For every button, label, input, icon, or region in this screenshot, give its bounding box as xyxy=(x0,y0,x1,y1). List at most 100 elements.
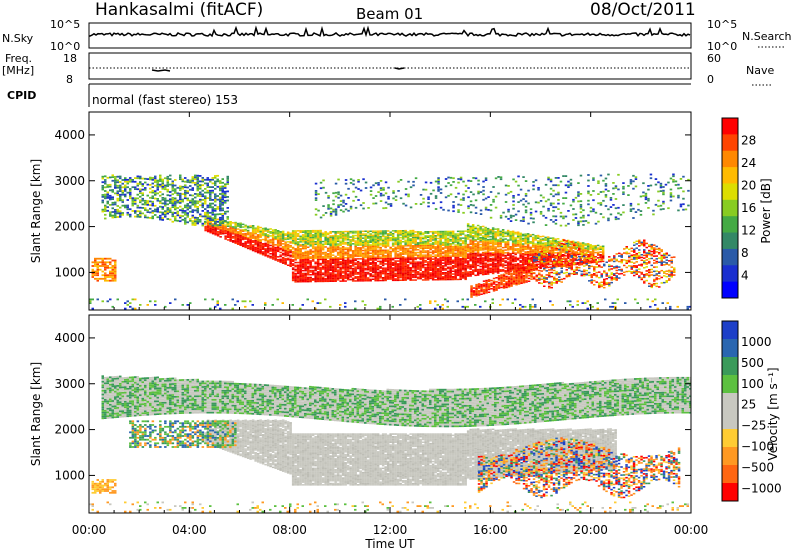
heatmap-cell xyxy=(296,252,300,254)
heatmap-cell xyxy=(364,252,367,254)
heatmap-cell xyxy=(554,222,558,225)
heatmap-cell xyxy=(304,234,307,236)
heatmap-cell xyxy=(289,261,292,263)
heatmap-cell xyxy=(526,252,530,254)
heatmap-cell xyxy=(389,270,392,272)
heatmap-cell xyxy=(364,236,367,238)
heatmap-cell xyxy=(359,278,362,281)
heatmap-cell xyxy=(452,206,455,209)
heatmap-cell xyxy=(359,240,362,242)
heatmap-cell xyxy=(439,267,442,270)
heatmap-cell xyxy=(476,274,480,276)
heatmap-cell xyxy=(146,202,149,204)
heatmap-cell xyxy=(221,231,225,234)
heatmap-cell xyxy=(362,202,365,204)
heatmap-cell xyxy=(359,234,362,237)
heatmap-cell xyxy=(281,237,285,240)
heatmap-cell xyxy=(534,244,537,247)
heatmap-cell xyxy=(499,234,502,237)
heatmap-cell xyxy=(554,219,558,221)
heatmap-cell xyxy=(389,231,392,233)
heatmap-cell xyxy=(601,248,605,250)
heatmap-cell xyxy=(491,235,495,238)
heatmap-cell xyxy=(524,258,527,260)
heatmap-cell xyxy=(444,234,447,237)
heatmap-cell xyxy=(432,189,435,192)
heatmap-cell xyxy=(321,273,325,276)
heatmap-cell xyxy=(164,186,167,189)
heatmap-cell xyxy=(346,230,350,233)
heatmap-cell xyxy=(161,178,164,181)
heatmap-cell xyxy=(284,242,287,245)
heatmap-cell xyxy=(414,239,417,241)
heatmap-cell xyxy=(446,233,450,235)
heatmap-cell xyxy=(461,247,465,249)
heatmap-cell xyxy=(271,236,275,238)
heatmap-cell xyxy=(459,249,462,252)
heatmap-cell xyxy=(354,244,357,246)
heatmap-cell xyxy=(579,250,582,253)
heatmap-cell xyxy=(364,264,367,267)
heatmap-cell xyxy=(311,279,315,281)
heatmap-cell xyxy=(334,273,337,276)
heatmap-cell xyxy=(499,263,502,266)
heatmap-cell xyxy=(274,244,277,246)
heatmap-cell xyxy=(336,252,340,255)
heatmap-cell xyxy=(324,254,327,256)
heatmap-cell xyxy=(544,216,548,219)
heatmap-cell xyxy=(324,238,327,240)
heatmap-cell xyxy=(376,255,380,257)
heatmap-cell xyxy=(409,240,412,243)
heatmap-cell xyxy=(469,251,472,254)
heatmap-cell xyxy=(551,253,555,256)
heatmap-cell xyxy=(586,243,590,245)
heatmap-cell xyxy=(491,261,495,264)
heatmap-cell xyxy=(496,261,500,263)
heatmap-cell xyxy=(321,255,325,258)
heatmap-cell xyxy=(259,226,262,229)
heatmap-cell xyxy=(371,231,375,234)
heatmap-cell xyxy=(136,210,139,213)
heatmap-cell xyxy=(286,235,290,238)
heatmap-cell xyxy=(479,263,482,265)
heatmap-cell xyxy=(549,219,553,221)
heatmap-cell xyxy=(481,228,485,230)
heatmap-cell xyxy=(416,238,420,240)
heatmap-cell xyxy=(211,182,214,185)
heatmap-cell xyxy=(139,212,142,215)
heatmap-cell xyxy=(436,255,440,258)
heatmap-cell xyxy=(366,253,370,256)
heatmap-cell xyxy=(454,277,457,279)
heatmap-cell xyxy=(174,204,177,207)
heatmap-cell xyxy=(511,245,515,248)
heatmap-cell xyxy=(141,185,144,187)
heatmap-cell xyxy=(566,256,570,258)
heatmap-cell xyxy=(399,276,402,279)
heatmap-cell xyxy=(111,201,114,204)
heatmap-cell xyxy=(374,270,377,272)
heatmap-cell xyxy=(234,234,237,236)
heatmap-cell xyxy=(184,211,187,214)
heatmap-cell xyxy=(264,250,267,253)
heatmap-cell xyxy=(509,246,512,248)
heatmap-cell xyxy=(226,223,229,226)
heatmap-cell xyxy=(449,184,453,187)
heatmap-cell xyxy=(456,234,460,237)
heatmap-cell xyxy=(336,239,340,241)
heatmap-cell xyxy=(316,275,320,277)
heatmap-cell xyxy=(476,253,480,256)
heatmap-cell xyxy=(354,251,357,253)
heatmap-cell xyxy=(156,210,159,213)
heatmap-cell xyxy=(251,229,255,231)
heatmap-cell xyxy=(546,248,550,251)
heatmap-cell xyxy=(364,256,367,259)
heatmap-cell xyxy=(114,214,117,217)
heatmap-cell xyxy=(474,258,477,260)
heatmap-cell xyxy=(496,258,500,260)
heatmap-cell xyxy=(164,212,167,214)
heatmap-cell xyxy=(441,244,445,246)
heatmap-cell xyxy=(401,279,405,281)
heatmap-cell xyxy=(236,243,240,245)
heatmap-cell xyxy=(359,249,362,252)
heatmap-cell xyxy=(499,270,502,272)
